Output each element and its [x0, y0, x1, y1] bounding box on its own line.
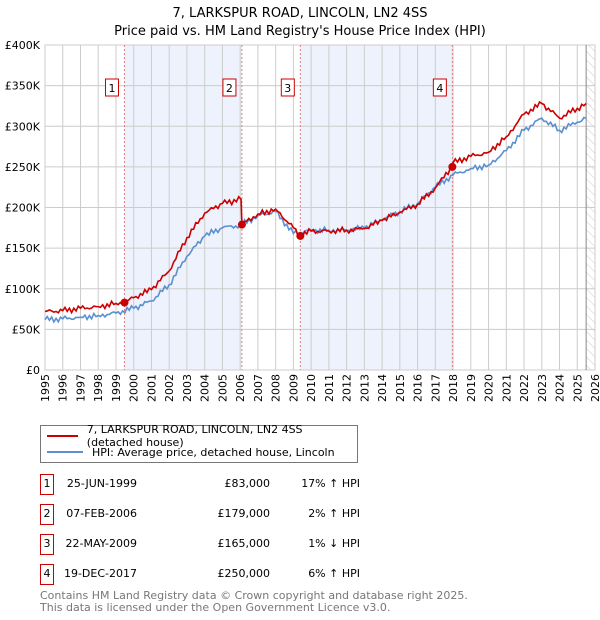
sale-row: 2 07-FEB-2006 £179,000 2% ↑ HPI	[40, 504, 440, 525]
x-tick-label: 2001	[145, 374, 158, 402]
sale-hpi-diff: 2% ↑ HPI	[308, 507, 360, 520]
x-tick-label: 2015	[394, 374, 407, 402]
x-tick-label: 2024	[554, 374, 567, 402]
x-tick-label: 2000	[128, 374, 141, 402]
sale-number: 2	[40, 504, 54, 525]
x-tick-label: 1995	[39, 374, 52, 402]
legend-red-line	[47, 435, 78, 437]
sale-point	[120, 298, 129, 307]
legend: 7, LARKSPUR ROAD, LINCOLN, LN2 4SS (deta…	[40, 423, 358, 463]
x-tick-label: 2013	[358, 374, 371, 402]
x-tick-label: 2004	[199, 374, 212, 402]
sale-row: 3 22-MAY-2009 £165,000 1% ↓ HPI	[40, 534, 440, 555]
sale-date: 25-JUN-1999	[66, 477, 137, 490]
x-tick-label: 2009	[287, 374, 300, 402]
x-tick-label: 1996	[57, 374, 70, 402]
legend-hpi: HPI: Average price, detached house, Linc…	[92, 445, 335, 459]
chart-subtitle: Price paid vs. HM Land Registry's House …	[114, 24, 486, 39]
sale-number: 4	[40, 564, 54, 585]
x-tick-label: 2021	[500, 374, 513, 402]
sale-marker-label: 3	[284, 82, 291, 95]
x-tick-label: 2014	[376, 374, 389, 402]
footer-line2: This data is licensed under the Open Gov…	[40, 601, 391, 614]
x-tick-label: 2025	[571, 374, 584, 402]
sale-hpi-diff: 17% ↑ HPI	[301, 477, 360, 490]
sale-date: 07-FEB-2006	[66, 507, 137, 520]
x-tick-label: 2019	[465, 374, 478, 402]
sale-marker-box	[280, 78, 295, 97]
x-tick-label: 2016	[412, 374, 425, 402]
sale-price: £250,000	[217, 567, 271, 580]
sale-hpi-diff: 6% ↑ HPI	[308, 567, 360, 580]
footer: Contains HM Land Registry data © Crown c…	[40, 590, 468, 614]
sale-marker-label: 1	[108, 82, 115, 95]
sale-number: 1	[40, 474, 54, 495]
sale-point	[296, 231, 305, 240]
sale-marker-label: 4	[436, 82, 443, 95]
x-tick-label: 2006	[234, 374, 247, 402]
x-tick-label: 2018	[447, 374, 460, 402]
x-tick-label: 2003	[181, 374, 194, 402]
y-tick-label: £150K	[5, 242, 41, 255]
chart-title: 7, LARKSPUR ROAD, LINCOLN, LN2 4SS	[173, 6, 428, 21]
x-tick-label: 2026	[589, 374, 600, 402]
x-tick-label: 2020	[483, 374, 496, 402]
x-tick-label: 2002	[163, 374, 176, 402]
x-tick-label: 1999	[110, 374, 123, 402]
sale-number: 3	[40, 534, 54, 555]
property-line	[44, 100, 587, 315]
y-tick-label: £100K	[5, 283, 41, 296]
sale-price: £179,000	[217, 507, 271, 520]
x-tick-label: 1998	[92, 374, 105, 402]
y-tick-label: £350K	[5, 80, 41, 93]
sale-price: £83,000	[224, 477, 271, 490]
sale-point	[448, 162, 457, 171]
y-tick-label: £400K	[5, 39, 41, 52]
sale-marker-label: 2	[226, 82, 233, 95]
x-tick-label: 2005	[216, 374, 229, 402]
x-tick-label: 2011	[323, 374, 336, 402]
sale-row: 4 19-DEC-2017 £250,000 6% ↑ HPI	[40, 564, 440, 585]
sale-row: 1 25-JUN-1999 £83,000 17% ↑ HPI	[40, 474, 440, 495]
x-tick-label: 2012	[341, 374, 354, 402]
legend-blue-line	[47, 451, 83, 453]
y-tick-label: £0	[26, 364, 40, 377]
legend-property: 7, LARKSPUR ROAD, LINCOLN, LN2 4SS (deta…	[86, 423, 303, 449]
sale-marker-box	[432, 78, 447, 97]
x-tick-label: 2010	[305, 374, 318, 402]
y-tick-label: £300K	[5, 120, 41, 133]
sale-point	[237, 220, 246, 229]
price-chart: 7, LARKSPUR ROAD, LINCOLN, LN2 4SS Price…	[5, 6, 600, 402]
sale-hpi-diff: 1% ↓ HPI	[308, 537, 360, 550]
sale-marker-box	[104, 78, 119, 97]
y-tick-label: £200K	[5, 202, 41, 215]
sale-date: 22-MAY-2009	[65, 537, 137, 550]
sale-price: £165,000	[217, 537, 271, 550]
footer-line1: Contains HM Land Registry data © Crown c…	[40, 589, 468, 602]
plot-frame	[44, 44, 596, 371]
hpi-line	[44, 116, 587, 324]
y-tick-label: £50K	[12, 323, 41, 336]
x-tick-label: 2008	[270, 374, 283, 402]
x-tick-label: 2007	[252, 374, 265, 402]
sale-marker-box	[222, 78, 237, 97]
x-tick-label: 2023	[536, 374, 549, 402]
x-tick-label: 2022	[518, 374, 531, 402]
x-tick-label: 2017	[429, 374, 442, 402]
sale-date: 19-DEC-2017	[63, 567, 137, 580]
x-tick-label: 1997	[74, 374, 87, 402]
y-tick-label: £250K	[5, 161, 41, 174]
